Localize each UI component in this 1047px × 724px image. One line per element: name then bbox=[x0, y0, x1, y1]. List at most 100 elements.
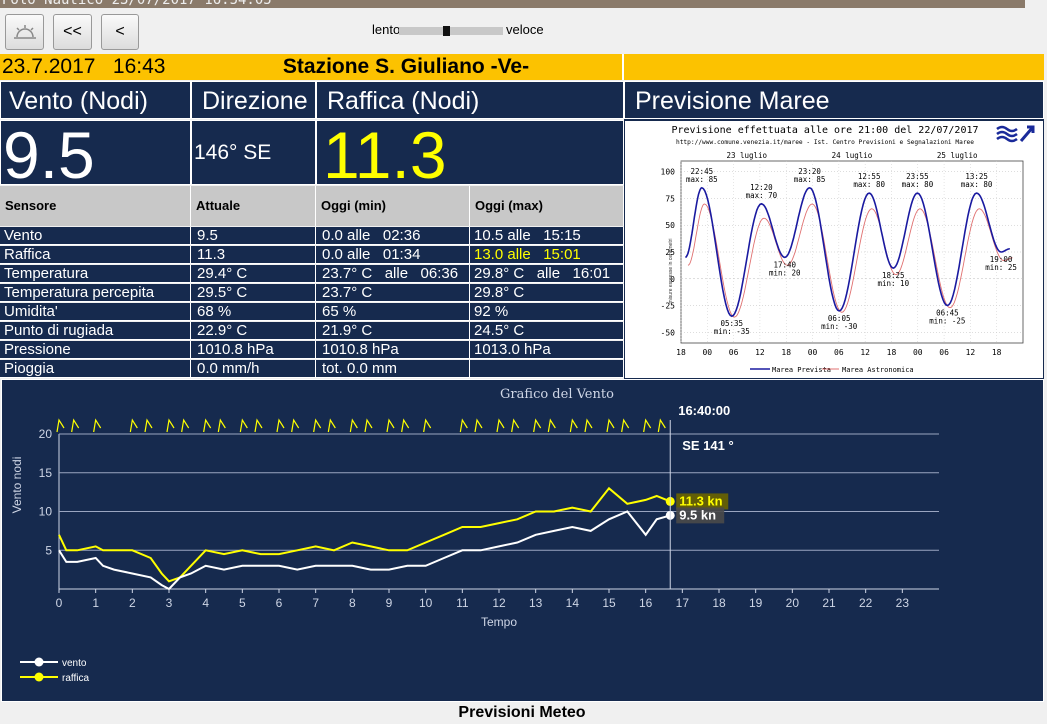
wind-direction-arrow-icon bbox=[56, 418, 65, 433]
table-cell: 24.5° C bbox=[470, 322, 624, 340]
tide-ylabel: misure espresse in centimetri bbox=[668, 238, 674, 303]
tide-ytick: -50 bbox=[661, 328, 676, 337]
tide-annotation-time: 13:25 bbox=[965, 172, 988, 181]
table-row: Temperatura percepita 29.5° C 23.7° C 29.8°… bbox=[0, 284, 624, 302]
wind-direction-arrow-icon bbox=[254, 418, 263, 433]
table-cell: 11.3 bbox=[191, 246, 316, 264]
wind-direction-arrow-icon bbox=[547, 418, 556, 433]
tide-logo-icon bbox=[996, 124, 1039, 144]
tide-xtick: 06 bbox=[834, 348, 844, 357]
x-tick-label: 7 bbox=[312, 596, 319, 610]
table-cell: 1010.8 hPa bbox=[191, 341, 316, 359]
tide-annotation-label: min: 10 bbox=[877, 279, 909, 288]
wind-direction-arrow-icon bbox=[364, 418, 373, 433]
tide-xtick: 18 bbox=[887, 348, 897, 357]
wind-direction-arrow-icon bbox=[569, 418, 578, 433]
table-cell: 29.8° C bbox=[470, 284, 624, 302]
x-tick-label: 0 bbox=[56, 596, 63, 610]
title-bar: 23.7.2017 16:43 Stazione S. Giuliano -Ve… bbox=[0, 54, 1044, 80]
wind-direction-arrow-icon bbox=[129, 418, 138, 433]
prev-day-button[interactable]: << bbox=[53, 14, 92, 50]
tide-astronomical-line bbox=[687, 203, 1013, 318]
tide-ytick: 75 bbox=[665, 194, 675, 203]
series-end-label-bg bbox=[676, 507, 725, 524]
cursor-direction: SE 141 ° bbox=[682, 438, 733, 453]
table-row: Pressione 1010.8 hPa 1010.8 hPa 1013.0 hPa bbox=[0, 341, 624, 359]
label-raffica: Raffica (Nodi) bbox=[316, 81, 624, 119]
tide-annotation-time: 19:00 bbox=[990, 255, 1013, 264]
table-cell: 29.5° C bbox=[191, 284, 316, 302]
tide-annotation-label: min: 25 bbox=[985, 263, 1017, 272]
table-cell: 68 % bbox=[191, 303, 316, 321]
x-tick-label: 15 bbox=[602, 596, 616, 610]
wind-direction-arrow-icon bbox=[496, 418, 505, 433]
wind-direction-arrow-icon bbox=[657, 418, 666, 433]
x-tick-label: 12 bbox=[492, 596, 506, 610]
tide-annotation-label: max: 70 bbox=[746, 191, 778, 200]
wind-direction-arrow-icon bbox=[144, 418, 153, 433]
toolbar: << < lento veloce bbox=[0, 8, 1047, 54]
tide-subtitle: http://www.comune.venezia.it/maree - Ist… bbox=[676, 139, 974, 146]
current-vento: 9.5 bbox=[3, 120, 95, 185]
table-cell: 22.9° C bbox=[191, 322, 316, 340]
wind-direction-arrow-icon bbox=[166, 418, 175, 433]
tide-day-label: 25 luglio bbox=[937, 151, 978, 160]
table-cell: 23.7° C alle 06:36 bbox=[316, 265, 470, 283]
label-vento: Vento (Nodi) bbox=[0, 81, 191, 119]
x-tick-label: 19 bbox=[749, 596, 763, 610]
wind-direction-arrow-icon bbox=[93, 418, 102, 433]
wind-direction-arrow-icon bbox=[327, 418, 336, 433]
tide-annotation-label: min: -30 bbox=[821, 322, 858, 331]
tide-xtick: 00 bbox=[702, 348, 712, 357]
meteo-forecast-link[interactable]: Previsioni Meteo bbox=[458, 704, 586, 721]
col-header-attuale: Attuale bbox=[191, 186, 316, 226]
tide-xtick: 06 bbox=[729, 348, 739, 357]
wind-direction-arrow-icon bbox=[313, 418, 322, 433]
speed-slow-label: lento bbox=[372, 22, 401, 37]
legend-marker-vento bbox=[34, 657, 44, 667]
tide-annotation-label: max: 80 bbox=[902, 180, 934, 189]
legend-label-raffica: raffica bbox=[62, 673, 89, 684]
table-cell: 10.5 alle 15:15 bbox=[470, 227, 624, 245]
tide-forecast-line bbox=[684, 186, 1010, 318]
station-name: Stazione S. Giuliano -Ve- bbox=[282, 55, 530, 78]
speed-slider[interactable] bbox=[399, 26, 503, 36]
legend-label-vento: vento bbox=[62, 658, 87, 669]
tide-xtick: 00 bbox=[808, 348, 818, 357]
x-tick-label: 16 bbox=[639, 596, 653, 610]
tide-day-label: 23 luglio bbox=[726, 151, 767, 160]
tide-xtick: 18 bbox=[781, 348, 791, 357]
tide-annotation-label: max: 85 bbox=[794, 175, 826, 184]
wind-direction-arrow-icon bbox=[401, 418, 410, 433]
sunrise-button[interactable] bbox=[5, 14, 44, 50]
wind-direction-arrow-icon bbox=[239, 418, 248, 433]
table-cell: Umidita' bbox=[0, 303, 191, 321]
datetime: 23.7.2017 16:43 bbox=[2, 55, 166, 78]
table-row: Vento 9.5 0.0 alle 02:36 10.5 alle 15:15 bbox=[0, 227, 624, 245]
wind-direction-arrow-icon bbox=[621, 418, 630, 433]
sunrise-icon bbox=[13, 25, 36, 39]
x-tick-label: 20 bbox=[786, 596, 800, 610]
table-cell: Punto di rugiada bbox=[0, 322, 191, 340]
col-header-oggi-max: Oggi (max) bbox=[470, 186, 624, 226]
tide-annotation-time: 06:05 bbox=[828, 314, 851, 323]
table-cell: 13.0 alle 15:01 bbox=[470, 246, 624, 264]
y-tick-label: 5 bbox=[45, 543, 52, 557]
table-cell: 29.4° C bbox=[191, 265, 316, 283]
x-tick-label: 9 bbox=[386, 596, 393, 610]
tide-annotation-time: 06:45 bbox=[936, 309, 959, 318]
tide-annotation-label: min: -35 bbox=[714, 327, 750, 336]
tide-annotation-time: 12:55 bbox=[858, 172, 881, 181]
x-tick-label: 5 bbox=[239, 596, 246, 610]
x-tick-label: 8 bbox=[349, 596, 356, 610]
tide-annotation-label: max: 85 bbox=[686, 175, 718, 184]
tide-title: Previsione effettuata alle ore 21:00 del… bbox=[671, 125, 978, 136]
tide-annotation-label: max: 80 bbox=[961, 180, 993, 189]
wind-direction-arrow-icon bbox=[349, 418, 358, 433]
x-tick-label: 2 bbox=[129, 596, 136, 610]
tide-legend-prevista: Marea Prevista bbox=[772, 366, 831, 374]
table-cell: 1010.8 hPa bbox=[316, 341, 470, 359]
prev-button[interactable]: < bbox=[101, 14, 139, 50]
speed-slider-knob[interactable] bbox=[442, 26, 450, 36]
table-cell: 23.7° C bbox=[316, 284, 470, 302]
